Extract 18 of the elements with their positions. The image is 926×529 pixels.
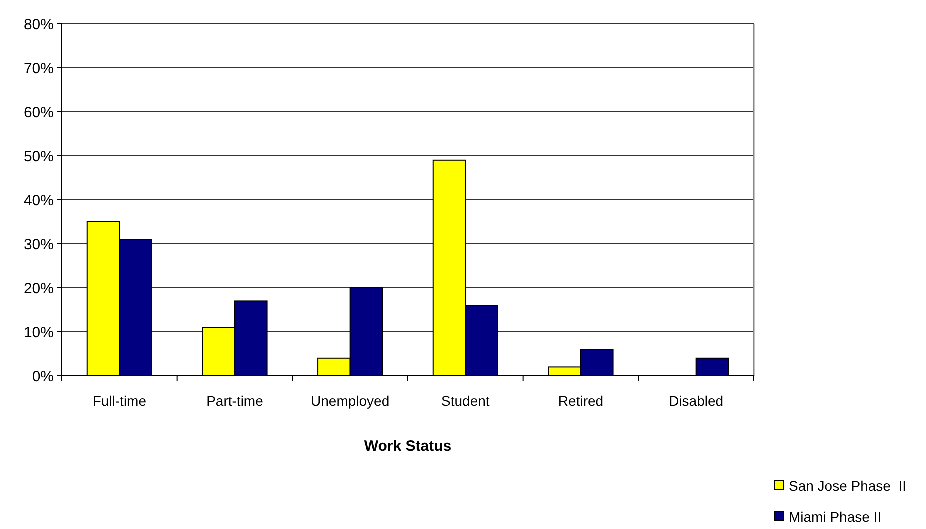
x-tick-label: Retired <box>558 393 604 409</box>
y-tick-label: 70% <box>24 60 54 78</box>
x-tick-label: Full-time <box>92 393 147 409</box>
y-tick-label: 0% <box>32 368 54 386</box>
x-tick-label: Student <box>442 393 490 409</box>
y-tick-label: 50% <box>24 148 54 166</box>
legend-label: Miami Phase II <box>789 508 882 525</box>
legend-label: San Jose Phase II <box>789 478 907 494</box>
x-tick-label: Unemployed <box>311 393 390 409</box>
y-tick-label: 30% <box>24 236 54 254</box>
x-tick-label: Disabled <box>669 393 724 409</box>
y-tick-label: 20% <box>24 280 54 298</box>
x-tick-label: Part-time <box>206 393 264 409</box>
y-tick-label: 80% <box>24 16 54 34</box>
y-tick-label: 60% <box>24 104 54 122</box>
y-tick-label: 40% <box>24 192 54 210</box>
x-axis-title: Work Status <box>364 438 452 455</box>
y-tick-label: 10% <box>24 324 54 342</box>
